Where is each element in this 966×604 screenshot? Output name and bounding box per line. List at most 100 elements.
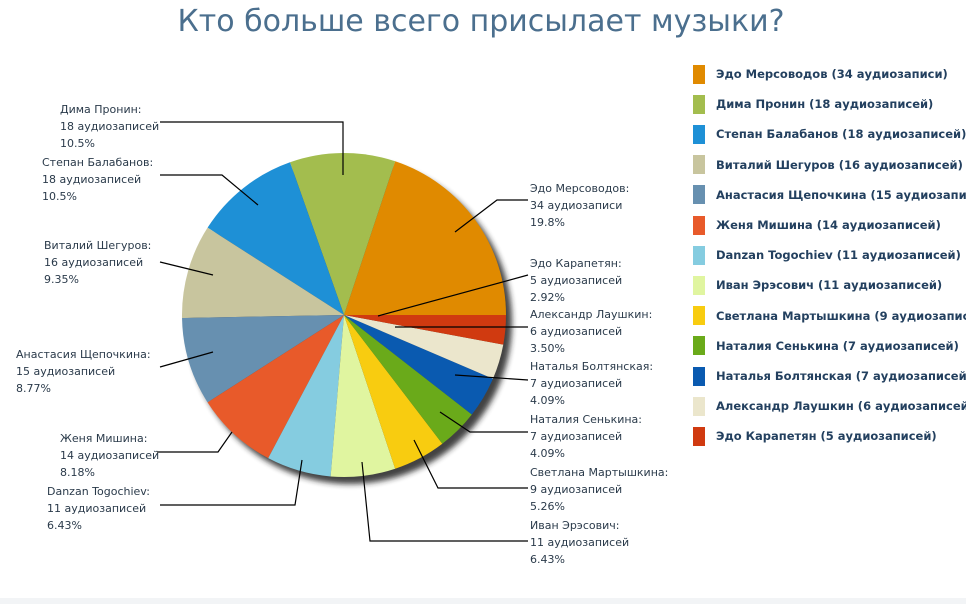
legend-item: Danzan Togochiev (11 аудиозаписей) <box>693 245 961 265</box>
slice-label-count: 6 аудиозаписей <box>530 325 623 338</box>
legend-item: Наталья Болтянская (7 аудиозаписей) <box>693 366 966 386</box>
legend-item: Дима Пронин (18 аудиозаписей) <box>693 94 933 114</box>
slice-label: Эдо Мерсоводов: 34 аудиозаписи 19.8% <box>530 180 629 231</box>
leader-line-1 <box>160 121 344 175</box>
slice-label: Иван Эрэсович: 11 аудиозаписей 6.43% <box>530 517 629 568</box>
pie-slice-3 <box>182 227 344 318</box>
slice-label-percent: 8.18% <box>60 466 95 479</box>
slice-label-name: Наталия Сенькина: <box>530 413 643 426</box>
slice-label-name: Анастасия Щепочкина: <box>16 348 151 361</box>
slice-label: Виталий Шегуров: 16 аудиозаписей 9.35% <box>44 237 151 288</box>
pie-slice-0 <box>344 161 506 315</box>
pie-slice-7 <box>330 315 396 477</box>
legend-label: Женя Мишина (14 аудиозаписей) <box>716 218 941 232</box>
slice-label-count: 14 аудиозаписей <box>60 449 160 462</box>
legend-swatch <box>693 306 705 326</box>
slice-label-percent: 10.5% <box>60 137 95 150</box>
pie-slice-10 <box>344 315 493 415</box>
slice-label-count: 11 аудиозаписей <box>47 502 147 515</box>
legend-item: Светлана Мартышкина (9 аудиозаписей) <box>693 306 966 326</box>
slice-label-percent: 2.92% <box>530 291 565 304</box>
slice-label-name: Наталья Болтянская: <box>530 360 654 373</box>
legend-item: Наталия Сенькина (7 аудиозаписей) <box>693 336 959 356</box>
slice-label-name: Эдо Мерсоводов: <box>530 182 630 195</box>
legend-swatch <box>693 245 705 265</box>
pie-slice-4 <box>182 315 344 403</box>
legend-label: Наталья Болтянская (7 аудиозаписей) <box>716 369 966 383</box>
slice-label-name: Дима Пронин: <box>60 103 142 116</box>
pie-slice-12 <box>344 315 506 345</box>
slice-label-percent: 6.43% <box>47 519 82 532</box>
pie-slice-2 <box>207 162 344 315</box>
slice-label-count: 11 аудиозаписей <box>530 536 630 549</box>
slice-label-percent: 4.09% <box>530 447 565 460</box>
legend-swatch <box>693 396 705 416</box>
leader-line-2 <box>160 174 259 206</box>
legend-label: Дима Пронин (18 аудиозаписей) <box>716 97 934 112</box>
legend-swatch <box>693 215 705 235</box>
pie-slice-1 <box>289 153 396 315</box>
leader-line-12 <box>377 274 529 317</box>
pie-slice-8 <box>344 315 443 469</box>
slice-label-name: Женя Мишина: <box>60 432 148 445</box>
legend-swatch <box>693 64 705 84</box>
slice-label-count: 34 аудиозаписи <box>530 199 623 212</box>
slice-label: Danzan Togochiev: 11 аудиозаписей 6.43% <box>47 483 150 534</box>
slice-label-name: Александр Лаушкин: <box>530 308 653 321</box>
slice-label-count: 15 аудиозаписей <box>16 365 116 378</box>
legend-label: Наталия Сенькина (7 аудиозаписей) <box>716 338 959 353</box>
slice-label-percent: 9.35% <box>44 273 79 286</box>
leader-line-6 <box>160 459 303 506</box>
slice-label-name: Степан Балабанов: <box>42 156 154 169</box>
leader-line-7 <box>361 461 528 542</box>
legend-swatch <box>693 275 705 295</box>
bottom-border <box>0 598 966 604</box>
leader-line-3 <box>159 261 214 276</box>
leader-line-0 <box>454 199 528 233</box>
slice-label-name: Виталий Шегуров: <box>44 239 152 252</box>
slice-label: Наталья Болтянская: 7 аудиозаписей 4.09% <box>530 358 653 409</box>
legend-swatch <box>693 155 705 175</box>
legend-item: Анастасия Щепочкина (15 аудиозаписей) <box>693 185 966 205</box>
slice-label-percent: 5.26% <box>530 500 565 513</box>
legend-swatch <box>693 124 705 144</box>
legend-item: Виталий Шегуров (16 аудиозаписей) <box>693 155 963 175</box>
slice-label: Александр Лаушкин: 6 аудиозаписей 3.50% <box>530 306 652 357</box>
legend-swatch <box>693 366 705 386</box>
pie-slice-11 <box>344 315 504 379</box>
slice-label: Женя Мишина: 14 аудиозаписей 8.18% <box>60 430 159 481</box>
slice-label-name: Эдо Карапетян: <box>530 257 622 270</box>
legend-swatch <box>693 426 705 446</box>
legend-label: Виталий Шегуров (16 аудиозаписей) <box>716 157 963 172</box>
slice-label-count: 16 аудиозаписей <box>44 256 144 269</box>
slice-label: Наталия Сенькина: 7 аудиозаписей 4.09% <box>530 411 642 462</box>
slice-label-name: Иван Эрэсович: <box>530 519 620 532</box>
slice-label-count: 9 аудиозаписей <box>530 483 623 496</box>
legend-label: Александр Лаушкин (6 аудиозаписей) <box>716 399 966 414</box>
leader-line-10 <box>454 374 529 381</box>
pie-slice-9 <box>344 315 472 444</box>
leader-line-9 <box>439 411 528 433</box>
slice-label-name: Светлана Мартышкина: <box>530 466 669 479</box>
legend-item: Иван Эрэсович (11 аудиозаписей) <box>693 275 942 295</box>
leader-line-5 <box>157 431 233 453</box>
slice-label-percent: 4.09% <box>530 394 565 407</box>
slice-label: Дима Пронин: 18 аудиозаписей 10.5% <box>60 101 159 152</box>
legend-label: Светлана Мартышкина (9 аудиозаписей) <box>716 308 966 323</box>
leader-line-4 <box>159 351 214 368</box>
legend-swatch <box>693 185 705 205</box>
legend-label: Иван Эрэсович (11 аудиозаписей) <box>716 278 943 293</box>
legend-label: Степан Балабанов (18 аудиозаписей) <box>716 127 966 142</box>
legend-label: Эдо Мерсоводов (34 аудиозаписи) <box>716 67 948 81</box>
chart-title: Кто больше всего присылает музыки? <box>177 4 785 39</box>
slice-label-name: Danzan Togochiev: <box>47 485 150 498</box>
legend-item: Женя Мишина (14 аудиозаписей) <box>693 215 941 235</box>
slice-label-percent: 8.77% <box>16 382 51 395</box>
legend-label: Danzan Togochiev (11 аудиозаписей) <box>716 248 961 263</box>
legend-item: Эдо Карапетян (5 аудиозаписей) <box>693 426 937 446</box>
slice-label-count: 7 аудиозаписей <box>530 377 623 390</box>
slice-label-count: 18 аудиозаписей <box>42 173 142 186</box>
legend-swatch <box>693 336 705 356</box>
slice-label-percent: 3.50% <box>530 342 565 355</box>
